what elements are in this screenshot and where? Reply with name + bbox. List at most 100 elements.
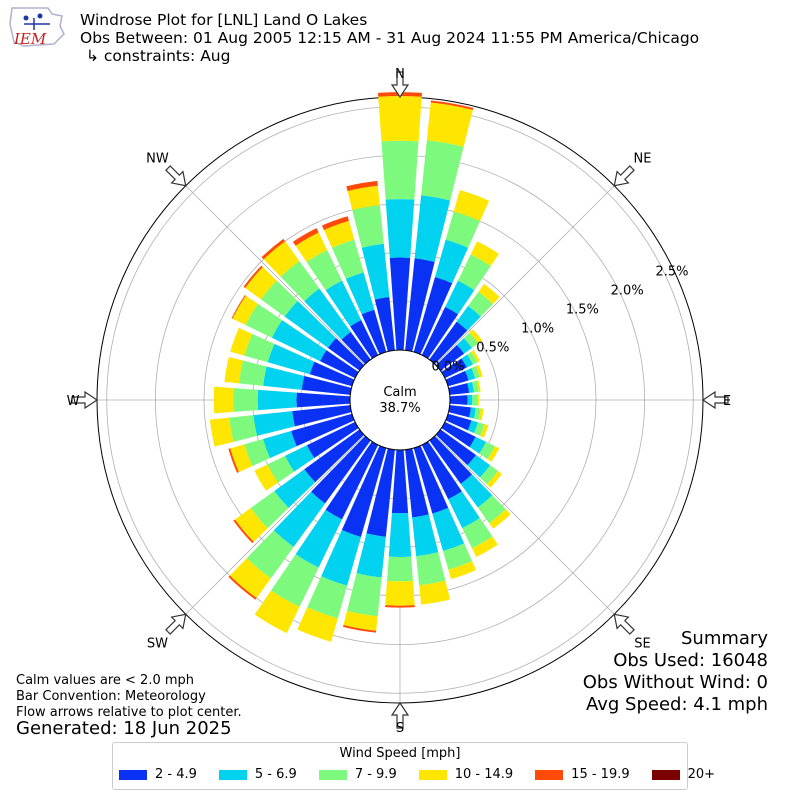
bar-150-3 xyxy=(471,536,498,558)
direction-label: NW xyxy=(146,151,169,166)
bar-160-0 xyxy=(413,445,449,514)
bar-350-0 xyxy=(374,297,395,352)
bar-250-1 xyxy=(263,431,297,459)
legend-title: Wind Speed [mph] xyxy=(339,746,461,761)
bar-220-1 xyxy=(273,491,326,547)
flow-arrow xyxy=(165,165,187,187)
legend-label: 20+ xyxy=(687,767,716,782)
bar-270-0 xyxy=(296,392,351,408)
bar-290-1 xyxy=(267,343,315,375)
bar-250-4 xyxy=(228,448,239,473)
bar-100-1 xyxy=(469,407,476,419)
bar-190-3 xyxy=(343,610,378,631)
bar-40-2 xyxy=(468,291,494,317)
bar-200-3 xyxy=(297,607,338,642)
bar-30-0 xyxy=(421,306,459,359)
calm-value: 38.7% xyxy=(379,401,420,416)
bar-120-0 xyxy=(441,421,476,448)
bar-310-1 xyxy=(284,300,337,348)
bar-90-1 xyxy=(467,394,473,406)
bar-100-2 xyxy=(473,407,481,420)
bar-convention-note: Bar Convention: Meteorology xyxy=(16,689,206,704)
bar-230-0 xyxy=(304,429,365,483)
legend-item: 15 - 19.9 xyxy=(535,767,630,782)
bar-30-1 xyxy=(445,280,475,315)
bar-20-1 xyxy=(435,239,469,284)
chart-title: Windrose Plot for [LNL] Land O Lakes xyxy=(80,11,368,29)
bar-120-2 xyxy=(479,441,495,460)
bar-150-0 xyxy=(421,441,462,500)
bar-250-2 xyxy=(244,439,270,467)
flow-arrow xyxy=(71,390,99,410)
bar-60-0 xyxy=(441,358,467,379)
flow-arrow xyxy=(613,613,635,635)
bar-210-3 xyxy=(254,590,300,634)
bar-340-1 xyxy=(345,272,375,315)
bar-130-3 xyxy=(486,470,502,488)
bar-10-3 xyxy=(426,102,473,147)
bar-160-2 xyxy=(443,543,473,570)
bar-150-1 xyxy=(448,491,480,529)
bar-170-2 xyxy=(416,552,446,586)
bar-170-3 xyxy=(419,580,451,605)
logo-text: IEM xyxy=(13,30,47,48)
direction-label: S xyxy=(396,721,404,736)
chart-subtitle: Obs Between: 01 Aug 2005 12:15 AM - 31 A… xyxy=(80,29,700,47)
legend-item: 7 - 9.9 xyxy=(318,767,397,782)
radial-tick-label: 0.5% xyxy=(476,340,509,355)
bar-270-2 xyxy=(233,388,258,412)
bar-270-3 xyxy=(213,386,234,414)
bar-280-0 xyxy=(301,375,352,395)
legend-items: 2 - 4.9 5 - 6.9 7 - 9.9 10 - 14.9 15 - 19.9 2… xyxy=(119,767,715,782)
bar-90-3 xyxy=(477,394,480,406)
bar-340-3 xyxy=(323,220,355,248)
bar-230-3 xyxy=(234,508,268,542)
bar-50-2 xyxy=(463,332,479,348)
bar-290-2 xyxy=(244,333,275,363)
bar-60-2 xyxy=(467,351,478,365)
direction-label: W xyxy=(67,394,80,409)
legend-label: 10 - 14.9 xyxy=(454,767,514,782)
radial-tick-label: 1.0% xyxy=(521,321,554,336)
legend-label: 15 - 19.9 xyxy=(571,767,630,782)
bar-280-2 xyxy=(238,360,267,386)
bar-200-0 xyxy=(341,445,387,537)
bar-140-2 xyxy=(477,495,506,524)
bar-190-0 xyxy=(366,448,395,537)
radial-gridline xyxy=(185,435,365,615)
bar-240-3 xyxy=(254,464,279,491)
bar-90-2 xyxy=(472,394,478,406)
bar-110-0 xyxy=(445,413,472,431)
bar-250-0 xyxy=(291,413,355,447)
direction-label: N xyxy=(395,67,405,82)
bar-150-2 xyxy=(462,517,493,549)
bar-10-2 xyxy=(421,140,464,201)
bar-320-1 xyxy=(304,288,351,340)
bar-340-2 xyxy=(331,239,364,279)
bar-200-1 xyxy=(321,530,361,586)
radial-tick-label: 1.5% xyxy=(566,302,599,317)
bar-260-2 xyxy=(229,415,258,442)
bar-190-4 xyxy=(343,624,377,633)
bar-330-3 xyxy=(295,232,328,262)
bar-20-2 xyxy=(445,211,481,248)
bar-300-3 xyxy=(232,295,258,326)
bar-0-1 xyxy=(385,199,415,258)
bar-60-1 xyxy=(461,354,473,368)
bar-210-0 xyxy=(325,441,379,520)
bar-140-1 xyxy=(460,474,493,508)
bar-100-3 xyxy=(478,408,484,421)
flow-arrow xyxy=(390,71,410,99)
bar-350-1 xyxy=(361,243,390,300)
bar-80-2 xyxy=(472,380,479,393)
bar-230-1 xyxy=(274,469,316,508)
legend-item: 10 - 14.9 xyxy=(418,767,514,782)
bar-0-3 xyxy=(378,96,422,142)
bar-350-2 xyxy=(352,205,384,248)
bar-10-4 xyxy=(430,100,474,110)
bar-190-1 xyxy=(356,533,386,578)
chart-constraints: ↳ constraints: Aug xyxy=(86,47,231,65)
bar-330-4 xyxy=(292,228,319,246)
bar-70-0 xyxy=(445,370,469,387)
